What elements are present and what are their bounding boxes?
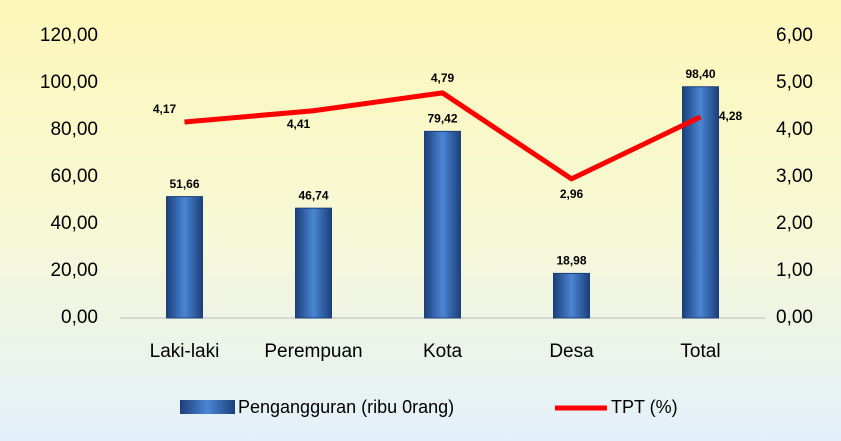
legend-label: TPT (%) [611, 397, 678, 417]
bar-value-label: 51,66 [169, 177, 199, 191]
line-value-label: 4,41 [287, 117, 311, 131]
line-value-label: 4,28 [719, 109, 743, 123]
y2-tick-label: 1,00 [776, 260, 813, 281]
y-tick-label: 0,00 [61, 307, 98, 328]
x-tick-label: Perempuan [264, 341, 362, 362]
bar-value-label: 18,98 [556, 254, 586, 268]
bar-value-label: 46,74 [298, 188, 328, 202]
y2-tick-label: 3,00 [776, 166, 813, 187]
y2-tick-label: 2,00 [776, 213, 813, 234]
x-tick-label: Kota [423, 341, 463, 362]
line-value-label: 4,79 [431, 71, 455, 85]
bar [166, 196, 203, 319]
legend-swatch [180, 400, 235, 414]
y-tick-label: 120,00 [40, 25, 98, 46]
y2-tick-label: 0,00 [776, 307, 813, 328]
bar-value-label: 79,42 [427, 112, 457, 126]
x-tick-label: Total [680, 341, 720, 362]
y-tick-label: 60,00 [50, 166, 98, 187]
y-tick-label: 20,00 [50, 260, 98, 281]
bar-value-label: 98,40 [685, 67, 715, 81]
y-tick-label: 80,00 [50, 119, 98, 140]
line [184, 90, 702, 182]
y2-tick-label: 4,00 [776, 119, 813, 140]
y-tick-label: 40,00 [50, 213, 98, 234]
y-tick-label: 100,00 [40, 72, 98, 93]
x-tick-label: Laki-laki [150, 341, 220, 362]
line-value-label: 4,17 [153, 102, 177, 116]
y2-tick-label: 5,00 [776, 72, 813, 93]
line-value-label: 2,96 [560, 187, 584, 201]
legend-label: Pengangguran (ribu 0rang) [238, 397, 454, 417]
bar [295, 207, 332, 319]
bar [424, 130, 461, 319]
y2-tick-label: 6,00 [776, 25, 813, 46]
bar [553, 272, 590, 319]
x-tick-label: Desa [549, 341, 594, 362]
